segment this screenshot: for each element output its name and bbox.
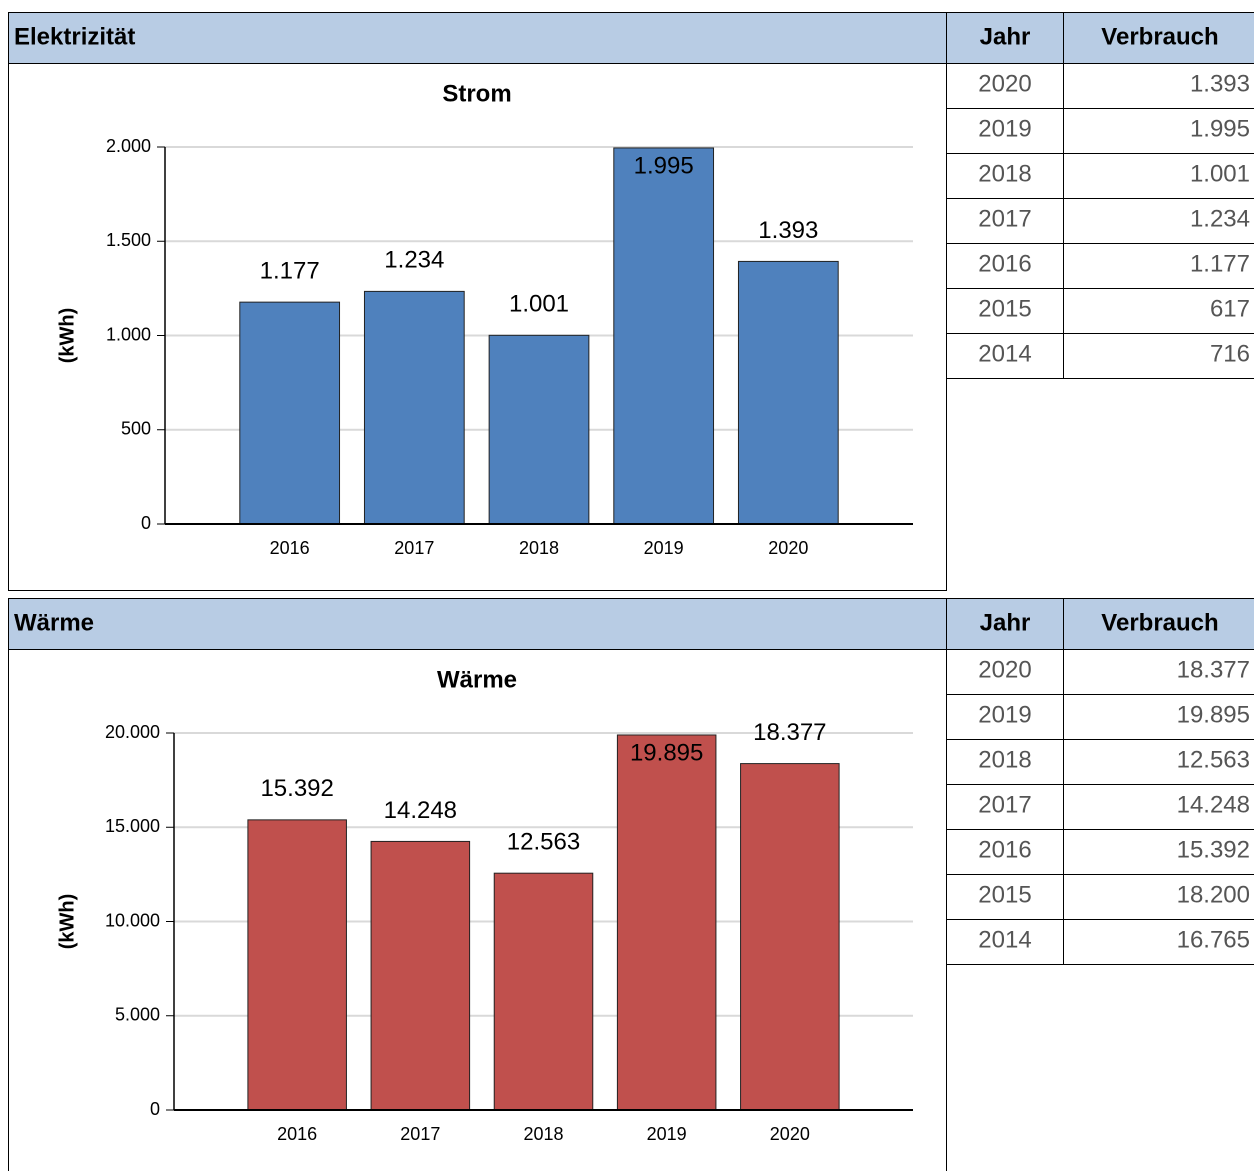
value-label: 14.248	[384, 797, 457, 824]
bar	[737, 260, 839, 525]
table-cell: 2015	[978, 881, 1031, 908]
table-cell: 617	[1210, 295, 1250, 322]
table-cell: 19.895	[1177, 701, 1250, 728]
table-cell: 14.248	[1177, 791, 1250, 818]
y-tick-label: 1.500	[106, 230, 151, 250]
table-cell: 1.177	[1190, 250, 1250, 277]
value-label: 1.995	[634, 152, 694, 179]
x-tick-label: 2017	[400, 1124, 440, 1144]
y-tick-label: 5.000	[115, 1005, 160, 1025]
section-heading: Elektrizität	[14, 23, 135, 50]
table-cell: 1.393	[1190, 70, 1250, 97]
table-cell: 15.392	[1177, 836, 1250, 863]
table-column-header: Verbrauch	[1101, 23, 1218, 50]
bar	[239, 301, 341, 525]
x-tick-label: 2016	[270, 538, 310, 558]
x-tick-label: 2020	[770, 1124, 810, 1144]
table-cell: 2020	[978, 70, 1031, 97]
table-cell: 2017	[978, 791, 1031, 818]
value-label: 18.377	[753, 719, 826, 746]
bar	[493, 872, 594, 1111]
table-cell: 18.377	[1177, 656, 1250, 683]
table-cell: 2016	[978, 836, 1031, 863]
y-tick-label: 15.000	[105, 816, 160, 836]
bar	[363, 290, 465, 525]
chart-title: Strom	[442, 80, 511, 107]
value-label: 1.001	[509, 291, 569, 318]
x-tick-label: 2018	[519, 538, 559, 558]
y-tick-label: 2.000	[106, 136, 151, 156]
x-tick-label: 2019	[647, 1124, 687, 1144]
table-column-header: Jahr	[980, 23, 1031, 50]
table-cell: 2017	[978, 205, 1031, 232]
bar	[247, 819, 347, 1111]
value-label: 1.234	[384, 247, 444, 274]
y-axis-label: (kWh)	[56, 308, 78, 364]
section-heading: Wärme	[14, 609, 94, 636]
table-cell: 1.995	[1190, 115, 1250, 142]
table-cell: 2019	[978, 115, 1031, 142]
table-cell: 2020	[978, 656, 1031, 683]
x-tick-label: 2018	[523, 1124, 563, 1144]
table-cell: 1.001	[1190, 160, 1250, 187]
section-header	[8, 12, 947, 64]
value-label: 19.895	[630, 739, 703, 766]
chart-title: Wärme	[437, 666, 517, 693]
table-cell: 12.563	[1177, 746, 1250, 773]
table-cell: 2019	[978, 701, 1031, 728]
table-cell: 1.234	[1190, 205, 1250, 232]
y-tick-label: 0	[150, 1099, 160, 1119]
bar	[488, 334, 590, 525]
bar	[616, 734, 717, 1111]
x-tick-label: 2019	[644, 538, 684, 558]
table-column-header: Jahr	[980, 609, 1031, 636]
table-cell: 2016	[978, 250, 1031, 277]
value-label: 12.563	[507, 829, 580, 856]
value-label: 15.392	[260, 775, 333, 802]
table-cell: 2018	[978, 160, 1031, 187]
x-tick-label: 2017	[394, 538, 434, 558]
bar	[370, 840, 471, 1111]
table-cell: 2015	[978, 295, 1031, 322]
y-tick-label: 10.000	[105, 910, 160, 930]
section-header	[8, 598, 947, 650]
table-cell: 2018	[978, 746, 1031, 773]
y-tick-label: 20.000	[105, 722, 160, 742]
value-label: 1.393	[758, 217, 818, 244]
table-cell: 2014	[978, 926, 1031, 953]
table-cell: 2014	[978, 340, 1031, 367]
bar	[740, 763, 840, 1111]
table-column-header: Verbrauch	[1101, 609, 1218, 636]
value-label: 1.177	[260, 257, 320, 284]
table-cell: 16.765	[1177, 926, 1250, 953]
y-tick-label: 1.000	[106, 324, 151, 344]
table-header	[946, 12, 1254, 64]
x-tick-label: 2016	[277, 1124, 317, 1144]
y-tick-label: 500	[121, 419, 151, 439]
table-cell: 18.200	[1177, 881, 1250, 908]
y-axis-label: (kWh)	[56, 894, 78, 950]
y-tick-label: 0	[141, 513, 151, 533]
table-cell: 716	[1210, 340, 1250, 367]
bar	[613, 147, 715, 525]
table-header	[946, 598, 1254, 650]
x-tick-label: 2020	[768, 538, 808, 558]
